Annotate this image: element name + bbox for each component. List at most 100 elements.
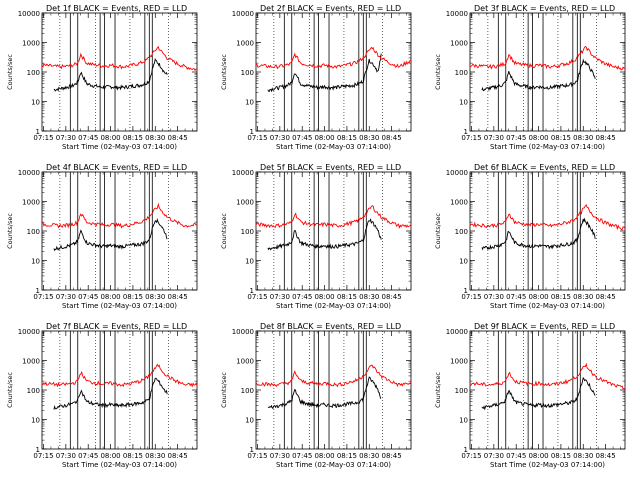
- y-tick-label: 10: [245, 258, 254, 266]
- y-tick-label: 1: [250, 446, 254, 454]
- plot-frame: [469, 171, 626, 291]
- y-tick-label: 1000: [22, 40, 40, 48]
- x-tick-label: 07:15: [461, 452, 481, 460]
- y-tick-label: 1000: [450, 40, 468, 48]
- panel-title: Det 3f BLACK = Events, RED = LLD: [474, 4, 615, 13]
- x-tick-label: 07:30: [56, 134, 76, 142]
- series-line-events: [481, 58, 596, 92]
- x-tick-label: 08:15: [551, 134, 571, 142]
- x-tick-label: 07:30: [270, 134, 290, 142]
- series-line-lld: [255, 205, 412, 229]
- x-tick-label: 07:30: [484, 134, 504, 142]
- x-tick-label: 08:45: [382, 293, 402, 301]
- x-tick-label: 07:45: [506, 452, 526, 460]
- y-axis-label: Counts/sec: [220, 372, 228, 408]
- x-axis-label: Start Time (02-May-03 07:14:00): [276, 143, 391, 151]
- x-tick-label: 07:15: [461, 134, 481, 142]
- x-tick-label: 07:45: [292, 452, 312, 460]
- series-line-lld: [469, 204, 626, 231]
- panel-title: Det 1f BLACK = Events, RED = LLD: [46, 4, 187, 13]
- y-tick-label: 10000: [18, 10, 40, 18]
- y-tick-label: 100: [455, 228, 468, 236]
- x-tick-label: 08:00: [100, 293, 120, 301]
- x-tick-label: 08:30: [359, 134, 379, 142]
- y-tick-label: 1000: [236, 40, 254, 48]
- x-tick-label: 07:30: [56, 293, 76, 301]
- x-tick-label: 08:15: [123, 134, 143, 142]
- series-line-lld: [41, 363, 198, 388]
- x-tick-label: 08:15: [123, 293, 143, 301]
- panel-7: Det 7f BLACK = Events, RED = LLD 1 10 100 10…: [6, 322, 198, 469]
- x-tick-label: 07:45: [506, 134, 526, 142]
- y-tick-label: 1: [464, 128, 468, 136]
- panel-title: Det 6f BLACK = Events, RED = LLD: [474, 163, 615, 172]
- plot-frame: [255, 171, 412, 291]
- x-tick-label: 08:45: [168, 293, 188, 301]
- x-tick-label: 07:15: [461, 293, 481, 301]
- x-tick-label: 08:45: [168, 452, 188, 460]
- x-tick-label: 08:30: [359, 293, 379, 301]
- x-tick-label: 08:15: [337, 134, 357, 142]
- x-tick-label: 08:00: [100, 452, 120, 460]
- panel-title: Det 2f BLACK = Events, RED = LLD: [260, 4, 401, 13]
- panel-title: Det 9f BLACK = Events, RED = LLD: [474, 322, 615, 331]
- x-tick-label: 08:00: [314, 452, 334, 460]
- y-tick-label: 10000: [18, 169, 40, 177]
- x-tick-label: 07:30: [484, 452, 504, 460]
- y-tick-label: 10: [459, 417, 468, 425]
- y-tick-label: 1000: [22, 358, 40, 366]
- y-tick-label: 1000: [450, 358, 468, 366]
- x-tick-label: 08:30: [573, 452, 593, 460]
- panel-9: Det 9f BLACK = Events, RED = LLD 1 10 100 10…: [434, 322, 626, 469]
- x-tick-label: 08:45: [382, 134, 402, 142]
- x-tick-label: 08:30: [573, 134, 593, 142]
- panel-title: Det 7f BLACK = Events, RED = LLD: [46, 322, 187, 331]
- x-tick-label: 08:00: [528, 293, 548, 301]
- x-axis-label: Start Time (02-May-03 07:14:00): [490, 302, 605, 310]
- y-tick-label: 100: [27, 228, 40, 236]
- y-tick-label: 10: [459, 99, 468, 107]
- x-tick-label: 07:45: [506, 293, 526, 301]
- series-line-lld: [469, 45, 626, 71]
- x-tick-label: 07:15: [33, 134, 53, 142]
- x-tick-label: 07:15: [247, 452, 267, 460]
- x-tick-label: 08:00: [528, 452, 548, 460]
- x-tick-label: 07:15: [247, 293, 267, 301]
- panel-3: Det 3f BLACK = Events, RED = LLD 1 10 100 10…: [434, 4, 626, 151]
- y-tick-label: 1: [464, 446, 468, 454]
- y-axis-label: Counts/sec: [434, 372, 442, 408]
- series-line-events: [267, 376, 382, 410]
- x-tick-label: 08:30: [145, 452, 165, 460]
- y-tick-label: 100: [455, 387, 468, 395]
- panel-6: Det 6f BLACK = Events, RED = LLD 1 10 100 10…: [434, 163, 626, 310]
- plot-frame: [41, 171, 198, 291]
- x-axis-label: Start Time (02-May-03 07:14:00): [62, 143, 177, 151]
- x-tick-label: 08:00: [314, 134, 334, 142]
- y-tick-label: 10000: [232, 169, 254, 177]
- x-axis-label: Start Time (02-May-03 07:14:00): [276, 461, 391, 469]
- x-tick-label: 08:00: [528, 134, 548, 142]
- x-tick-label: 08:15: [123, 452, 143, 460]
- x-tick-label: 07:15: [33, 452, 53, 460]
- x-tick-label: 08:15: [337, 293, 357, 301]
- y-axis-label: Counts/sec: [434, 213, 442, 249]
- x-axis-label: Start Time (02-May-03 07:14:00): [62, 302, 177, 310]
- panel-title: Det 4f BLACK = Events, RED = LLD: [46, 163, 187, 172]
- x-tick-label: 07:30: [484, 293, 504, 301]
- y-tick-label: 1: [36, 128, 40, 136]
- y-tick-label: 100: [241, 69, 254, 77]
- series-line-events: [267, 218, 382, 251]
- plot-frame: [469, 12, 626, 132]
- series-line-events: [267, 53, 382, 93]
- y-tick-label: 10000: [446, 10, 468, 18]
- x-tick-label: 08:00: [314, 293, 334, 301]
- y-axis-label: Counts/sec: [220, 54, 228, 90]
- x-tick-label: 08:45: [382, 452, 402, 460]
- x-tick-label: 07:30: [270, 293, 290, 301]
- plot-frame: [255, 12, 412, 132]
- y-tick-label: 10: [245, 417, 254, 425]
- y-tick-label: 1: [464, 287, 468, 295]
- x-tick-label: 08:15: [551, 452, 571, 460]
- plot-frame: [255, 330, 412, 450]
- x-tick-label: 07:45: [292, 293, 312, 301]
